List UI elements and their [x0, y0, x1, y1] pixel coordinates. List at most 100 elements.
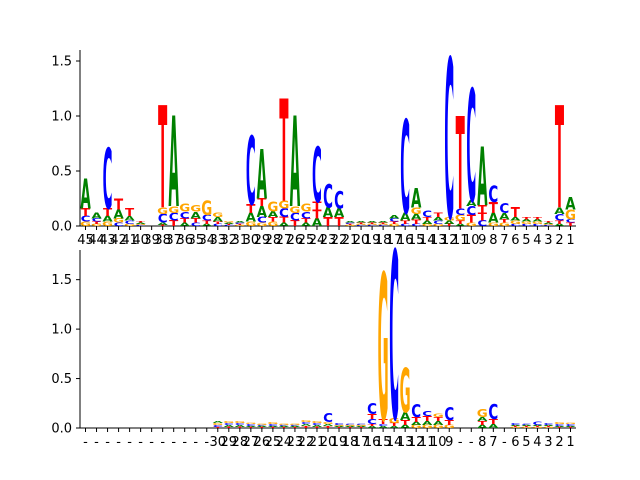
logo-letter-T: T: [213, 427, 223, 429]
logo-letter-T: T: [434, 417, 443, 423]
logo-letter-C: C: [312, 132, 322, 220]
logo-letter-A: A: [433, 421, 443, 427]
logo-letter-A: A: [279, 426, 290, 428]
x-tick-label: 27: [276, 233, 293, 248]
x-tick-label: -: [182, 435, 187, 450]
logo-letter-C: C: [544, 423, 554, 426]
logo-letter-T: T: [401, 419, 411, 427]
logo-letter-C: C: [235, 223, 245, 225]
logo-letter-G: G: [334, 425, 345, 427]
x-tick-label: 13: [397, 435, 414, 450]
logo-letter-G: G: [256, 222, 267, 227]
y-tick-label: 0.0: [51, 422, 72, 437]
x-tick-label: 36: [176, 233, 193, 248]
logo-letter-C: C: [400, 224, 410, 227]
logo-letter-C: C: [566, 219, 576, 224]
logo-letter-G: G: [223, 421, 234, 424]
logo-letter-G: G: [212, 423, 223, 426]
logo-letter-C: C: [532, 422, 542, 427]
logo-letter-T: T: [544, 426, 554, 428]
x-tick-label: -: [160, 435, 165, 450]
logo-letter-G: G: [400, 357, 411, 427]
logo-letter-C: C: [411, 224, 421, 227]
logo-letter-A: A: [224, 425, 235, 428]
x-tick-label: 26: [287, 233, 304, 248]
logo-letter-A: A: [268, 426, 279, 428]
logo-letter-A: A: [312, 216, 323, 228]
x-tick-label: -: [204, 435, 209, 450]
logo-letter-A: A: [268, 210, 279, 219]
logo-letter-C: C: [367, 225, 377, 227]
logo-letter-A: A: [510, 425, 521, 427]
x-tick-label: 1: [566, 233, 574, 248]
x-tick-label: 21: [309, 435, 326, 450]
x-tick-label: 7: [489, 435, 497, 450]
logo-letter-G: G: [411, 425, 422, 430]
logo-letter-C: C: [257, 425, 267, 427]
logo-letter-A: A: [246, 426, 257, 428]
logo-letter-A: A: [345, 426, 356, 428]
logo-letter-T: T: [356, 427, 366, 429]
x-tick-label: 44: [88, 233, 105, 248]
logo-letter-T: T: [522, 426, 532, 428]
logo-letter-G: G: [433, 414, 444, 419]
logo-letter-C: C: [312, 423, 322, 426]
logo-letter-A: A: [202, 224, 213, 227]
logo-letter-G: G: [289, 424, 300, 426]
x-tick-label: 40: [132, 233, 149, 248]
x-tick-label: 31: [232, 233, 249, 248]
logo-letter-A: A: [554, 426, 565, 428]
logo-letter-C: C: [532, 224, 542, 227]
x-tick-label: 30: [243, 233, 260, 248]
logo-letter-T: T: [566, 222, 575, 227]
logo-letter-T: T: [158, 225, 168, 227]
logo-letter-T: T: [555, 427, 565, 429]
logo-letter-G: G: [466, 222, 477, 227]
logo-letter-A: A: [91, 211, 102, 220]
logo-letter-C: C: [544, 225, 554, 227]
x-tick-label: 11: [419, 435, 436, 450]
logo-letter-G: G: [212, 212, 223, 219]
x-tick-label: 29: [254, 233, 271, 248]
logo-letter-A: A: [400, 410, 411, 422]
logo-letter-C: C: [555, 424, 565, 427]
logo-letter-T: T: [334, 216, 343, 230]
logo-letter-C: C: [422, 209, 432, 220]
logo-letter-A: A: [521, 425, 532, 427]
x-tick-label: 30: [210, 435, 227, 450]
logo-letter-A: A: [301, 222, 312, 227]
logo-letter-T: T: [379, 223, 389, 225]
logo-letter-C: C: [246, 424, 256, 427]
logo-letter-C: C: [356, 424, 366, 426]
logo-letter-A: A: [488, 211, 499, 227]
logo-letter-A: A: [554, 205, 565, 216]
logo-letter-C: C: [521, 424, 531, 426]
x-tick-label: 12: [441, 233, 458, 248]
logo-letter-G: G: [245, 423, 256, 425]
logo-letter-T: T: [345, 427, 355, 429]
x-tick-label: 23: [320, 233, 337, 248]
logo-letter-C: C: [444, 403, 454, 424]
logo-letter-T: T: [268, 427, 278, 429]
y-tick-label: 1.5: [51, 55, 72, 70]
x-tick-label: 37: [165, 233, 182, 248]
logo-letter-T: T: [423, 217, 432, 222]
logo-letter-T: T: [312, 208, 321, 222]
logo-letter-C: C: [125, 220, 135, 225]
logo-letter-T: T: [434, 212, 444, 219]
logo-letter-A: A: [565, 426, 576, 428]
logo-letter-A: A: [532, 219, 543, 222]
logo-letter-T: T: [489, 418, 499, 426]
logo-letter-C: C: [158, 212, 168, 226]
logo-letter-C: C: [323, 412, 333, 426]
logo-letter-A: A: [367, 221, 378, 223]
logo-letter-G: G: [521, 221, 532, 224]
logo-letter-A: A: [334, 207, 345, 221]
y-tick-label: 1.5: [51, 273, 72, 288]
logo-letter-T: T: [390, 221, 400, 224]
logo-letter-G: G: [345, 425, 356, 427]
logo-letter-C: C: [477, 219, 487, 228]
logo-letter-T: T: [246, 202, 255, 216]
x-tick-label: 2: [555, 233, 563, 248]
x-tick-label: 5: [522, 233, 530, 248]
